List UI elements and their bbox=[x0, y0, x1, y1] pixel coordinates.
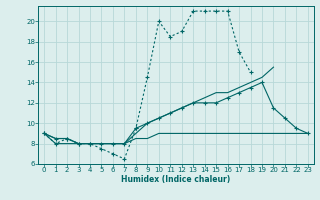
X-axis label: Humidex (Indice chaleur): Humidex (Indice chaleur) bbox=[121, 175, 231, 184]
